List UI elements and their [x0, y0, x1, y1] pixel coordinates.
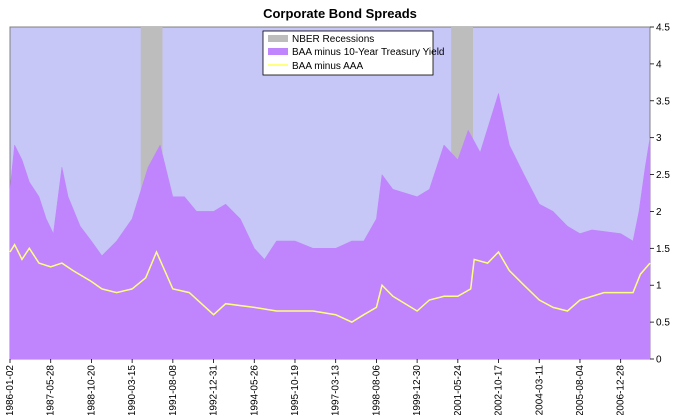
x-tick-label: 1997-03-13: [331, 365, 342, 415]
y-tick-label: 3: [656, 133, 662, 144]
x-tick-label: 1998-08-06: [371, 365, 382, 415]
x-axis: 1986-01-02 1987-05-28 1988-10-20 1990-03-15…: [5, 359, 627, 415]
y-tick-label: 1.5: [656, 244, 670, 255]
y-tick-label: 0: [656, 355, 662, 366]
baa-aaa-line: [9, 243, 651, 323]
legend-box: [262, 30, 434, 76]
x-tick-label: 1994-05-26: [249, 365, 260, 415]
y-tick-label: 3.5: [656, 96, 670, 107]
baa-aaa-line-path: [9, 243, 651, 323]
x-tick-label: 1987-05-28: [46, 365, 57, 415]
x-tick-label: 2006-12-28: [616, 365, 627, 415]
y-tick-label: 2.5: [656, 170, 670, 181]
y-tick-label: 4.5: [656, 23, 670, 34]
legend-swatch-recessions: [268, 35, 288, 42]
y-axis: 0 0.5 1 1.5 2 2.5 3 3.5 4 4.5: [650, 23, 670, 366]
x-tick-label: 2005-08-04: [575, 365, 586, 415]
x-tick-label: 1992-12-31: [209, 365, 220, 415]
x-tick-label: 1986-01-02: [5, 365, 16, 415]
baa-treasury-area: [9, 92, 651, 360]
x-tick-label: 2002-10-17: [494, 365, 505, 415]
legend: NBER Recessions BAA minus 10-Year Treasu…: [262, 30, 445, 76]
y-tick-label: 2: [656, 207, 662, 218]
x-tick-label: 1999-12-30: [412, 365, 423, 415]
x-tick-label: 1988-10-20: [86, 365, 97, 415]
legend-label-recessions: NBER Recessions: [292, 34, 374, 45]
baa-treasury-area-path: [9, 92, 651, 360]
legend-label-baa-treasury: BAA minus 10-Year Treasury Yield: [292, 47, 445, 58]
x-tick-label: 1990-03-15: [127, 365, 138, 415]
y-tick-label: 4: [656, 59, 662, 70]
y-tick-label: 0.5: [656, 318, 670, 329]
chart-title: Corporate Bond Spreads: [263, 6, 417, 21]
y-tick-label: 1: [656, 281, 662, 292]
x-tick-label: 1995-10-19: [290, 365, 301, 415]
legend-label-baa-aaa: BAA minus AAA: [292, 61, 363, 72]
x-tick-label: 2004-03-11: [534, 365, 545, 415]
x-tick-label: 2001-05-24: [453, 365, 464, 415]
legend-swatch-baa-treasury: [268, 48, 288, 55]
x-tick-label: 1991-08-08: [168, 365, 179, 415]
